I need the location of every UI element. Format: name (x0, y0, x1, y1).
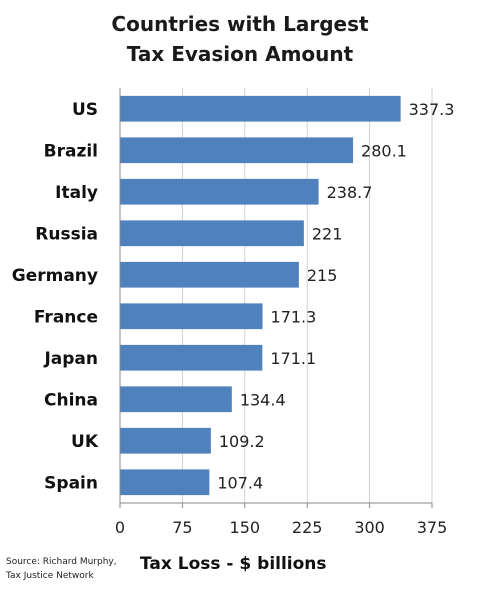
category-label: Japan (43, 349, 98, 369)
data-label: 215 (307, 266, 338, 285)
data-label: 107.4 (217, 473, 263, 492)
bar (120, 386, 232, 413)
x-tick-label: 375 (417, 518, 448, 537)
source-note-line-2: Tax Justice Network (6, 571, 94, 581)
data-label: 238.7 (327, 183, 373, 202)
x-tick-label: 75 (172, 518, 192, 537)
category-label: US (72, 100, 98, 120)
bar (120, 344, 263, 371)
x-tick-label: 300 (354, 518, 385, 537)
bar (120, 220, 304, 247)
x-axis-label: Tax Loss - $ billions (140, 554, 327, 574)
category-label: Spain (44, 473, 98, 493)
bar (120, 178, 319, 205)
category-label: China (44, 390, 98, 410)
bar (120, 95, 401, 122)
x-tick-label: 225 (292, 518, 323, 537)
category-label: France (34, 307, 98, 327)
data-label: 134.4 (240, 390, 286, 409)
bar (120, 303, 263, 330)
category-label: Italy (55, 183, 98, 203)
data-label: 280.1 (361, 141, 407, 160)
bar (120, 137, 354, 164)
data-label: 171.1 (270, 349, 316, 368)
chart-title-line-1: Countries with Largest (111, 12, 369, 36)
chart-title-line-2: Tax Evasion Amount (126, 42, 354, 66)
category-label: Germany (12, 266, 98, 286)
source-note-line-1: Source: Richard Murphy, (6, 557, 117, 567)
data-label: 337.3 (409, 100, 455, 119)
data-label: 109.2 (219, 432, 265, 451)
data-label: 171.3 (271, 307, 317, 326)
category-label: Brazil (44, 141, 98, 161)
bar (120, 261, 299, 288)
bar (120, 469, 210, 496)
x-tick-label: 0 (115, 518, 125, 537)
category-label: Russia (35, 224, 98, 244)
category-label: UK (71, 432, 99, 452)
data-label: 221 (312, 224, 343, 243)
bar (120, 427, 211, 454)
x-tick-label: 150 (230, 518, 261, 537)
